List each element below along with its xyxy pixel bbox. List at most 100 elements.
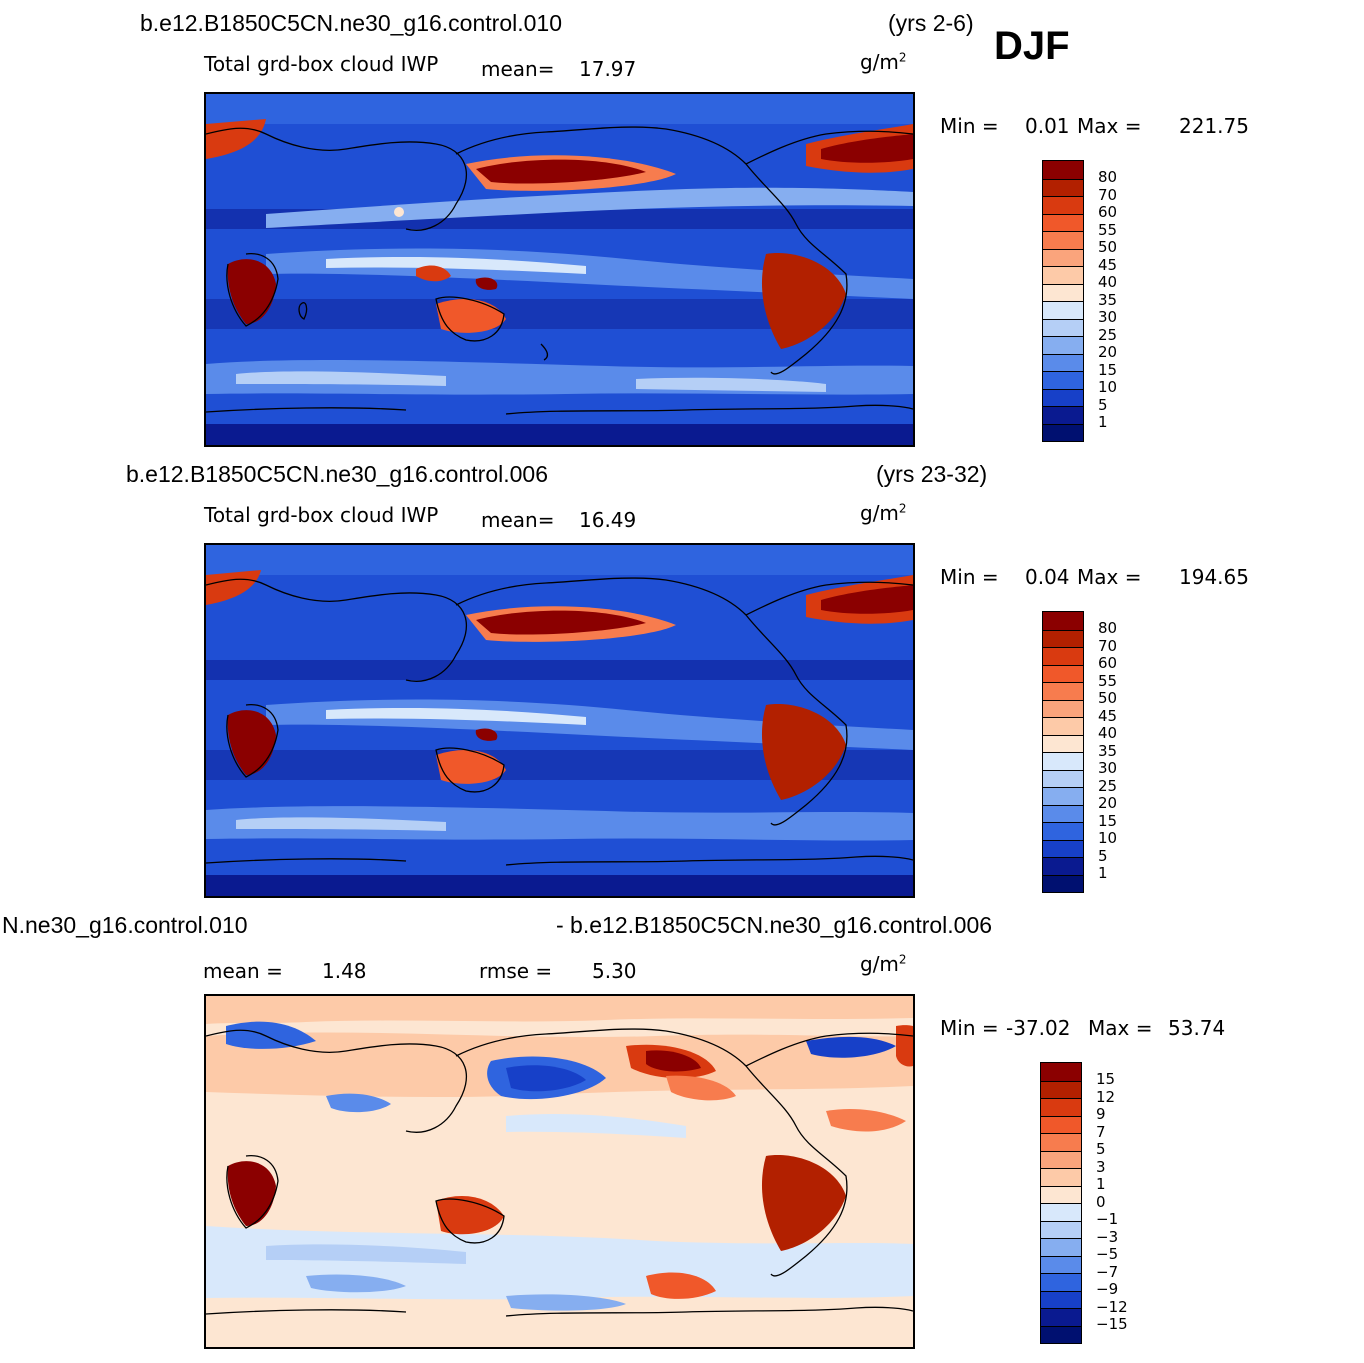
colorbar-swatch: [1043, 857, 1083, 875]
colorbar-tick-label: 60: [1098, 203, 1118, 221]
panel2-mean-label: mean=: [481, 508, 555, 532]
colorbar-tick-label: 20: [1098, 343, 1118, 361]
panel3-rmse-label: rmse =: [479, 959, 553, 983]
colorbar-swatch: [1043, 664, 1083, 682]
colorbar-tick-label: 1: [1098, 864, 1108, 882]
panel2-min-label: Min =: [940, 565, 999, 589]
colorbar-swatch: [1043, 804, 1083, 822]
panel1-max-value: 221.75: [1179, 114, 1249, 138]
colorbar-tick-label: 15: [1096, 1070, 1116, 1088]
colorbar-tick-label: 20: [1098, 794, 1118, 812]
panel2-min-value: 0.04: [1025, 565, 1070, 589]
colorbar-swatch: [1043, 248, 1083, 266]
panel2-max-label: Max =: [1077, 565, 1142, 589]
panel1-mean-value: 17.97: [579, 57, 637, 81]
panel3-min-label: Min =: [940, 1016, 999, 1040]
colorbar-swatch: [1043, 769, 1083, 787]
panel2-units: g/m2: [860, 501, 907, 525]
panel3-mean-value: 1.48: [322, 959, 367, 983]
colorbar-swatch: [1043, 388, 1083, 406]
colorbar-swatch: [1043, 283, 1083, 301]
colorbar-tick-label: 15: [1098, 811, 1118, 830]
colorbar-swatch: [1043, 406, 1083, 424]
colorbar-tick-label: 5: [1096, 1140, 1106, 1158]
colorbar-swatch: [1043, 161, 1083, 179]
colorbar-swatches: [1042, 611, 1084, 893]
colorbar-swatch: [1043, 787, 1083, 805]
colorbar-swatch: [1043, 682, 1083, 700]
colorbar-swatch: [1043, 213, 1083, 231]
panel1-mean-label: mean=: [481, 57, 555, 81]
colorbar-tick-label: 1: [1098, 413, 1108, 431]
colorbar-tick-label: 7: [1096, 1122, 1106, 1141]
colorbar-swatch: [1041, 1133, 1081, 1151]
colorbar-tick-label: 70: [1098, 636, 1118, 655]
colorbar-swatch: [1041, 1308, 1081, 1326]
colorbar-tick-label: 9: [1096, 1105, 1106, 1123]
panel3-case-left: N.ne30_g16.control.010: [2, 912, 248, 938]
colorbar-tick-label: 35: [1098, 741, 1118, 760]
colorbar-tick-label: 10: [1098, 829, 1118, 847]
colorbar-swatch: [1043, 822, 1083, 840]
colorbar-tick-label: 30: [1098, 308, 1118, 326]
colorbar-swatch: [1043, 752, 1083, 770]
colorbar-tick-label: 5: [1098, 395, 1108, 414]
colorbar-swatch: [1041, 1115, 1081, 1133]
colorbar-swatch: [1043, 839, 1083, 857]
colorbar-swatch: [1043, 196, 1083, 214]
panel1-colorbar: 80 70 60 55 50 45 40 35 30 25 20 15 10 5 1: [1042, 160, 1117, 442]
colorbar-tick-label: 15: [1098, 360, 1118, 379]
colorbar-tick-label: 55: [1098, 220, 1118, 239]
panel2-map: [204, 543, 915, 898]
panel3-map-field: [206, 996, 913, 1347]
panel3-map: [204, 994, 915, 1349]
colorbar-swatch: [1043, 371, 1083, 389]
colorbar-tick-label: −7: [1096, 1262, 1119, 1281]
colorbar-swatches: [1040, 1062, 1082, 1344]
panel1-years: (yrs 2-6): [888, 10, 974, 36]
colorbar-tick-label: 1: [1096, 1175, 1106, 1193]
colorbar-tick-label: 50: [1098, 238, 1118, 256]
colorbar-tick-label: 0: [1096, 1192, 1106, 1211]
colorbar-swatch: [1041, 1238, 1081, 1256]
colorbar-swatch: [1043, 699, 1083, 717]
colorbar-swatch: [1041, 1150, 1081, 1168]
panel1-min-label: Min =: [940, 114, 999, 138]
colorbar-swatch: [1041, 1255, 1081, 1273]
colorbar-tick-label: −5: [1096, 1245, 1119, 1263]
colorbar-tick-label: −9: [1096, 1280, 1119, 1298]
panel3-max-label: Max =: [1088, 1016, 1153, 1040]
panel1-case-title: b.e12.B1850C5CN.ne30_g16.control.010: [140, 10, 562, 36]
panel3-min-value: -37.02: [1006, 1016, 1071, 1040]
colorbar-tick-label: 3: [1096, 1157, 1106, 1176]
panel2-mean-value: 16.49: [579, 508, 637, 532]
colorbar-swatch: [1041, 1220, 1081, 1238]
colorbar-tick-label: 45: [1098, 255, 1118, 274]
colorbar-tick-label: −3: [1096, 1227, 1119, 1246]
colorbar-swatch: [1043, 734, 1083, 752]
colorbar-swatch: [1041, 1273, 1081, 1291]
colorbar-tick-label: 45: [1098, 706, 1118, 725]
panel3-case-right: - b.e12.B1850C5CN.ne30_g16.control.006: [556, 912, 993, 938]
colorbar-tick-label: 12: [1096, 1087, 1116, 1106]
panel3-rmse-value: 5.30: [592, 959, 637, 983]
panel1-variable: Total grd-box cloud IWP: [204, 52, 439, 76]
colorbar-tick-label: 55: [1098, 671, 1118, 690]
colorbar-swatch: [1041, 1080, 1081, 1098]
colorbar-tick-label: 40: [1098, 273, 1118, 291]
colorbar-swatch: [1043, 629, 1083, 647]
colorbar-swatch: [1043, 318, 1083, 336]
colorbar-swatch: [1043, 647, 1083, 665]
colorbar-tick-label: 50: [1098, 689, 1118, 707]
panel3-units: g/m2: [860, 952, 907, 976]
colorbar-swatch: [1043, 612, 1083, 630]
panel1-units: g/m2: [860, 50, 907, 74]
panel1-map: [204, 92, 915, 447]
panel2-colorbar: 80 70 60 55 50 45 40 35 30 25 20 15 10 5 1: [1042, 611, 1117, 893]
colorbar-tick-label: 25: [1098, 776, 1118, 795]
colorbar-tick-label: 25: [1098, 325, 1118, 344]
panel2-map-field: [206, 545, 913, 896]
colorbar-tick-label: 80: [1098, 168, 1118, 186]
panel3-colorbar: 15 12 9 7 5 3 1 0 −1 −3 −5 −7 −9 −12 −15: [1040, 1062, 1128, 1344]
colorbar-swatch: [1043, 717, 1083, 735]
